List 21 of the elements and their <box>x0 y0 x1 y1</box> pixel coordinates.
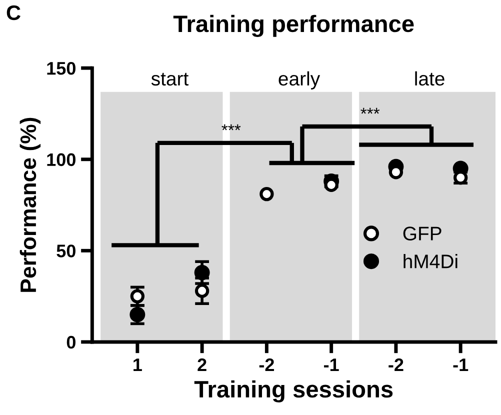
text: C <box>6 5 20 20</box>
y-tick-label: 150 <box>47 62 76 75</box>
annotation: early <box>278 71 320 90</box>
annotation: late <box>415 71 444 86</box>
annotation: *** <box>222 124 241 130</box>
annotation: start <box>151 72 189 86</box>
x-tick-label: -2 <box>259 358 274 372</box>
chart-title: Training performance <box>173 14 414 37</box>
y-tick-label: 50 <box>56 244 76 258</box>
y-axis-title: Performance (%) <box>20 118 41 292</box>
annotation: *** <box>360 108 380 114</box>
x-tick-label: 2 <box>198 358 206 372</box>
x-tick-label: -1 <box>324 358 339 372</box>
legend-label: GFP <box>403 226 442 240</box>
y-tick-label: 0 <box>66 336 76 349</box>
legend-label: hM4Di <box>404 254 458 268</box>
x-tick-label: 1 <box>134 358 142 372</box>
x-tick-label: -2 <box>388 358 404 372</box>
x-axis-title: Training sessions <box>194 380 393 402</box>
x-tick-label: -1 <box>453 358 468 372</box>
y-tick-label: 100 <box>47 153 76 166</box>
